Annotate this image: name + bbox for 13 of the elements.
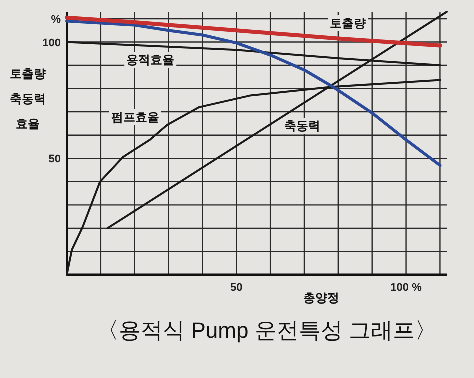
y-tick-label: 50 <box>48 154 61 166</box>
series-label: 용적효율 <box>126 53 175 68</box>
x-axis-title: 총양정 <box>303 291 340 305</box>
series-label: 토출량 <box>330 16 366 30</box>
text: 〈용적식 Pump 운전특성 그래프〉 <box>97 318 437 343</box>
series-label: 축동력 <box>284 119 321 134</box>
y-tick-label: % <box>51 14 62 26</box>
x-tick-label: 100 % <box>390 282 422 294</box>
line-series <box>66 20 442 168</box>
y-axis-title: 토출량 축동력 효율 <box>10 67 46 131</box>
y-tick-label: 100 <box>42 37 61 50</box>
line-series <box>65 16 442 48</box>
series-label: 펌프효율 <box>111 110 160 124</box>
